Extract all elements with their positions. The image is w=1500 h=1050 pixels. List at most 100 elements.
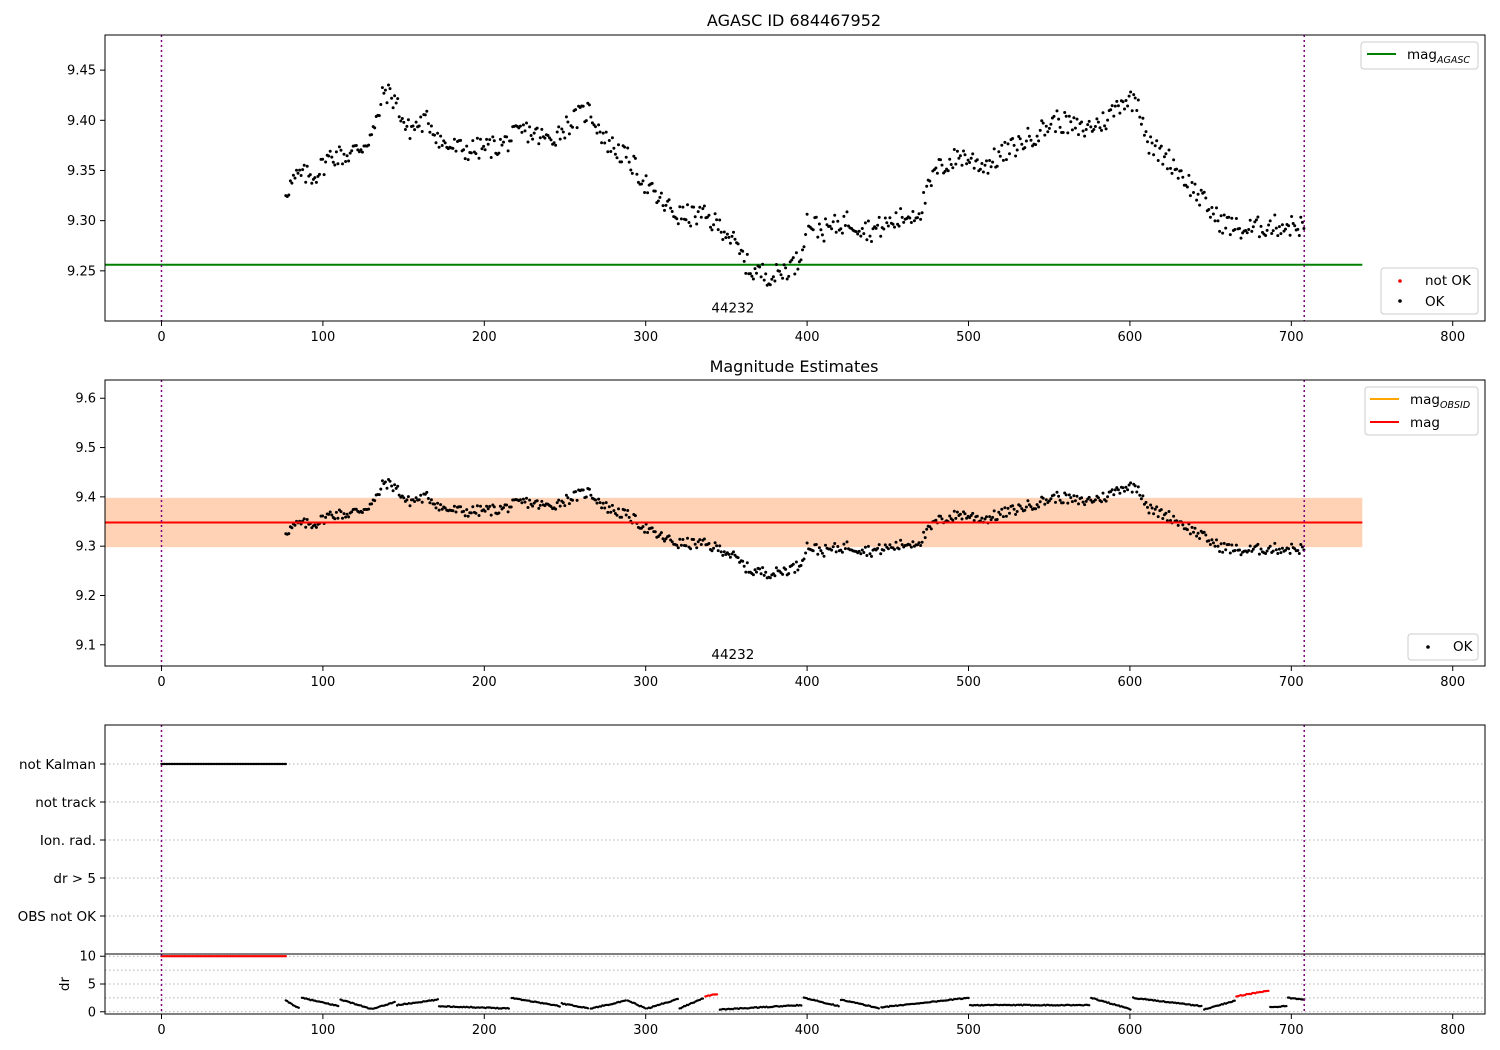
agasc-point: [627, 160, 631, 164]
agasc-point: [738, 252, 742, 256]
agasc-legend-notok-label: not OK: [1425, 273, 1472, 289]
agasc-point: [876, 223, 880, 227]
estimates-point: [1133, 484, 1137, 488]
estimates-point: [968, 516, 972, 520]
agasc-point: [968, 161, 972, 164]
estimates-point: [963, 512, 967, 516]
estimates-point: [463, 514, 467, 518]
estimates-point: [360, 511, 364, 514]
agasc-point: [598, 130, 602, 134]
estimates-point: [1287, 547, 1291, 551]
agasc-point: [948, 157, 952, 161]
agasc-point: [396, 97, 400, 101]
agasc-point: [377, 114, 381, 118]
agasc-point: [482, 144, 486, 148]
estimates-point: [727, 552, 731, 556]
estimates-point: [425, 490, 429, 494]
agasc-point: [1001, 158, 1005, 162]
estimates-point: [879, 552, 883, 556]
agasc-point: [595, 131, 599, 135]
agasc-point: [1199, 188, 1203, 192]
agasc-point: [707, 213, 711, 217]
agasc-point: [1057, 117, 1061, 121]
agasc-point: [1041, 121, 1045, 125]
estimates-point: [492, 505, 496, 509]
agasc-point: [971, 152, 975, 156]
agasc-point: [1081, 129, 1085, 133]
estimates-point: [1176, 523, 1180, 527]
estimates-point: [1221, 550, 1225, 554]
estimates-point: [667, 534, 671, 538]
estimates-point: [888, 543, 892, 547]
estimates-point: [1256, 542, 1260, 546]
dr-point: [644, 1007, 647, 1010]
agasc-point: [1221, 231, 1225, 235]
agasc-legend-ok-label: OK: [1425, 294, 1446, 310]
agasc-panel-title: AGASC ID 684467952: [707, 11, 881, 30]
agasc-point: [469, 151, 473, 155]
agasc-point: [301, 168, 305, 172]
agasc-point: [1086, 123, 1090, 127]
dr-xtick-label-600: 600: [1117, 1023, 1142, 1038]
estimates-point: [1273, 541, 1277, 545]
estimates-point: [535, 499, 539, 503]
estimates-point: [466, 514, 470, 518]
agasc-point: [1265, 228, 1269, 232]
agasc-point: [488, 138, 492, 142]
agasc-point: [1222, 213, 1226, 217]
agasc-point: [520, 130, 524, 134]
estimates-point: [1130, 490, 1134, 494]
estimates-point: [604, 501, 608, 505]
agasc-point: [540, 127, 544, 131]
estimates-point: [1181, 523, 1185, 527]
estimates-point: [1089, 498, 1093, 502]
estimates-point: [948, 514, 952, 518]
estimates-point: [1110, 488, 1114, 492]
agasc-point: [733, 237, 737, 241]
estimates-point: [380, 479, 384, 483]
estimates-point: [391, 489, 395, 493]
agasc-point: [1006, 142, 1010, 146]
agasc-point: [1070, 128, 1074, 132]
estimates-point: [1038, 500, 1042, 504]
agasc-point: [620, 160, 624, 164]
estimates-point: [1290, 542, 1294, 546]
agasc-point: [420, 130, 424, 133]
agasc-point: [1034, 143, 1038, 147]
agasc-point: [523, 129, 527, 133]
agasc-point: [475, 136, 479, 140]
estimates-point: [344, 515, 348, 519]
agasc-point: [1284, 227, 1287, 231]
estimates-point: [1136, 485, 1140, 489]
agasc-point: [489, 156, 493, 159]
estimates-point: [893, 547, 896, 551]
estimates-point: [1077, 502, 1080, 506]
agasc-xtick-label-200: 200: [472, 330, 497, 345]
estimates-point: [1265, 549, 1269, 553]
estimates-point: [383, 480, 387, 484]
agasc-point: [679, 217, 683, 221]
agasc-point: [1015, 148, 1019, 152]
agasc-point: [433, 133, 436, 137]
estimates-point: [354, 507, 358, 511]
estimates-xtick-label-400: 400: [795, 675, 820, 690]
estimates-point: [1112, 493, 1116, 497]
agasc-point: [492, 139, 496, 143]
agasc-point: [589, 115, 593, 119]
agasc-point: [935, 171, 939, 175]
agasc-point: [888, 216, 892, 220]
agasc-point: [992, 147, 996, 151]
estimates-point: [845, 540, 849, 544]
agasc-point: [454, 149, 458, 153]
agasc-point: [939, 158, 942, 162]
agasc-point: [759, 275, 763, 279]
agasc-point: [526, 140, 530, 144]
estimates-point: [719, 550, 723, 554]
agasc-point: [597, 123, 601, 127]
estimates-point: [870, 554, 873, 558]
agasc-point: [584, 119, 588, 123]
agasc-point: [406, 118, 410, 122]
agasc-point: [465, 144, 469, 148]
agasc-point: [804, 233, 808, 236]
estimates-point: [784, 567, 788, 571]
